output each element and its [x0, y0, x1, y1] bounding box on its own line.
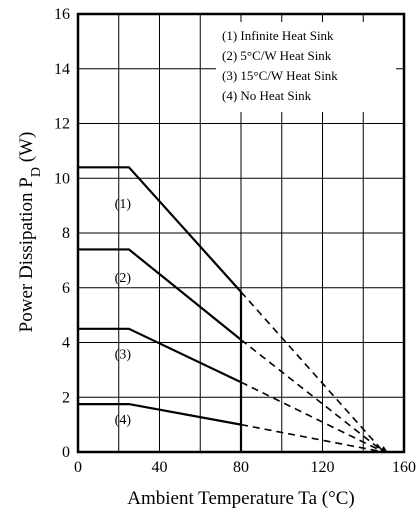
- legend-entry: (1) Infinite Heat Sink: [222, 28, 334, 43]
- x-tick-label: 40: [152, 459, 168, 476]
- y-tick-label: 2: [62, 389, 70, 406]
- x-tick-label: 120: [311, 459, 335, 476]
- curve-label: (2): [115, 271, 132, 286]
- x-tick-label: 80: [233, 459, 249, 476]
- y-tick-label: 12: [54, 116, 70, 133]
- y-tick-label: 4: [62, 335, 70, 352]
- y-axis-title-unit: (W): [16, 132, 37, 167]
- series-line-dashed: [240, 381, 384, 453]
- y-tick-label: 14: [54, 61, 70, 78]
- series-line-solid: [78, 248, 242, 341]
- legend-entry: (2) 5°C/W Heat Sink: [222, 48, 332, 63]
- y-tick-label: 8: [62, 225, 70, 242]
- convergence-marker: [379, 446, 388, 452]
- series-line-dashed: [240, 339, 385, 453]
- x-axis-title: Ambient Temperature Ta (°C): [127, 488, 354, 509]
- curve-labels: (1) (2) (3) (4): [115, 197, 132, 428]
- legend-background: [216, 22, 396, 112]
- tick-labels: 0 40 80 120 160 0 2 4 6 8 10 12 14 16: [54, 6, 416, 476]
- y-tick-label: 6: [62, 280, 70, 297]
- y-axis-title-subscript: D: [29, 167, 44, 177]
- y-tick-label: 0: [62, 444, 70, 461]
- series-line-dashed: [240, 423, 384, 453]
- legend-entry: (3) 15°C/W Heat Sink: [222, 68, 338, 83]
- legend: (1) Infinite Heat Sink (2) 5°C/W Heat Sin…: [216, 22, 396, 112]
- series-curves: [78, 166, 388, 453]
- y-axis-title-main: Power Dissipation P: [16, 177, 37, 332]
- series-line-solid: [78, 327, 242, 384]
- x-tick-label: 160: [392, 459, 416, 476]
- series-line-solid: [78, 166, 242, 293]
- curve-label: (3): [115, 347, 132, 362]
- y-tick-label: 10: [54, 170, 70, 187]
- y-axis-title: Power Dissipation PD (W): [16, 132, 44, 333]
- series-line-solid: [78, 402, 242, 426]
- legend-entry: (4) No Heat Sink: [222, 88, 312, 103]
- y-tick-label: 16: [54, 6, 70, 23]
- plot-frame: [76, 12, 406, 454]
- series-line-dashed: [240, 291, 385, 453]
- curve-label: (4): [115, 413, 132, 428]
- curve-label: (1): [115, 197, 132, 212]
- x-tick-label: 0: [74, 459, 82, 476]
